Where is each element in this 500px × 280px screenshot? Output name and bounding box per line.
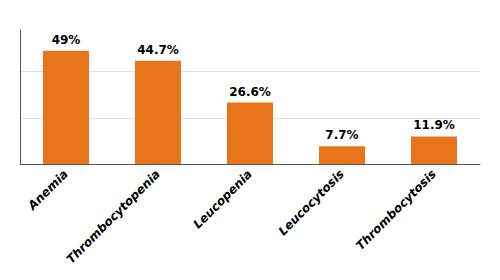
svg-text:26.6%: 26.6% [229,85,271,99]
svg-text:Leucocytosis: Leucocytosis [276,167,347,238]
svg-text:11.9%: 11.9% [413,118,455,132]
svg-text:Leucopenia: Leucopenia [191,167,255,231]
svg-text:7.7%: 7.7% [325,128,358,142]
svg-text:Anemia: Anemia [25,167,71,213]
svg-text:44.7%: 44.7% [137,43,179,57]
svg-text:Thrombocytosis: Thrombocytosis [353,167,439,253]
svg-text:49%: 49% [52,33,81,47]
svg-text:Thrombocytopenia: Thrombocytopenia [64,167,163,266]
